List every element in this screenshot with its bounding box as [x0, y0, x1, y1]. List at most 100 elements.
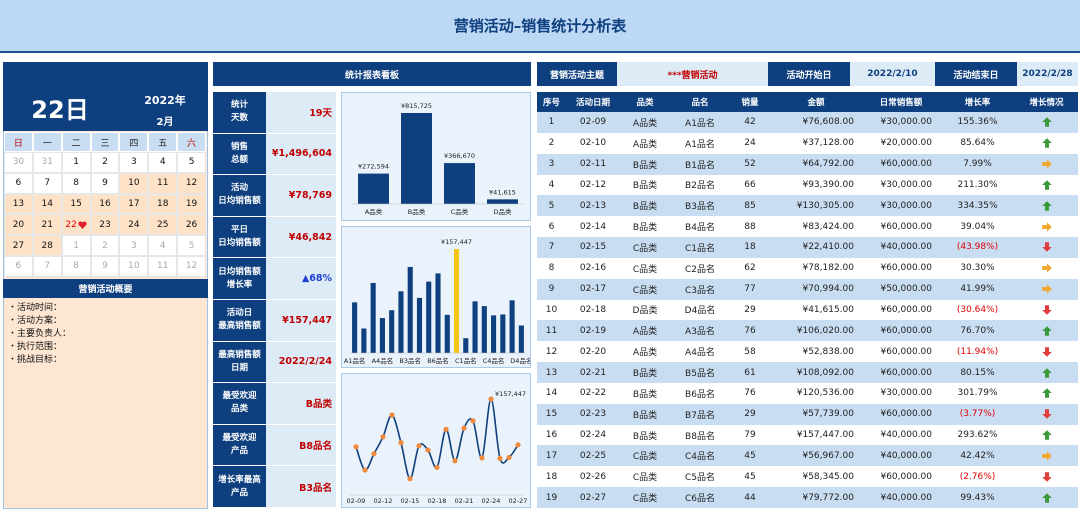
table-cell: C1品名	[670, 237, 730, 258]
bar	[487, 199, 518, 204]
table-cell: B5品名	[670, 362, 730, 383]
table-cell: ¥60,000.00	[862, 362, 940, 383]
table-cell: ¥56,967.00	[770, 445, 862, 467]
table-cell: B品类	[620, 362, 670, 383]
table-cell: ¥40,000.00	[862, 424, 940, 446]
table-cell: 9	[537, 278, 566, 300]
kpi-label-line: 品类	[230, 404, 248, 415]
table-cell: ¥106,020.00	[770, 320, 862, 342]
trend-arrow	[1041, 367, 1052, 378]
table-cell: 02-17	[566, 278, 620, 300]
table-cell	[1015, 132, 1078, 154]
x-tick-label: 02-12	[374, 497, 393, 505]
table-cell: 6	[537, 216, 566, 238]
table-cell: 02-09	[566, 112, 620, 133]
weekday: 日	[4, 132, 33, 152]
kpi-label: 最受欢迎 品类	[213, 383, 266, 425]
arrow	[1041, 305, 1052, 315]
point	[506, 454, 512, 461]
bar	[401, 113, 432, 204]
table-cell: ¥76,608.00	[770, 112, 862, 133]
arrow	[1041, 284, 1052, 294]
table-cell: 3	[537, 153, 566, 175]
kpi-value: ¥46,842	[266, 216, 336, 259]
table-cell: 7.99%	[940, 153, 1015, 175]
table-cell: 24	[730, 132, 770, 154]
calendar-day-cell: 3	[119, 235, 149, 256]
calendar-day-cell: 28	[32, 235, 62, 256]
info-label: 活动开始日	[768, 62, 850, 86]
table-cell	[1015, 299, 1078, 321]
arrow	[1041, 388, 1052, 399]
table-cell: ¥57,739.00	[770, 403, 862, 425]
x-tick-label: 02-15	[401, 497, 420, 505]
table-cell: 18	[537, 466, 566, 488]
x-tick-label: 02-27	[509, 497, 528, 505]
table-cell: ¥120,536.00	[770, 382, 862, 404]
table-cell	[1015, 320, 1078, 342]
table-cell	[1015, 257, 1078, 279]
arrow	[1041, 346, 1052, 357]
table-cell: ¥60,000.00	[862, 341, 940, 363]
table-cell: 02-20	[566, 341, 620, 363]
summary-item: ・挑战目标：	[8, 355, 63, 365]
kpi-label: 统计 天数	[213, 92, 266, 134]
table-cell	[1015, 466, 1078, 488]
calendar-day-cell: 21	[32, 214, 62, 236]
table-cell: ¥50,000.00	[862, 278, 940, 300]
bar	[407, 266, 413, 353]
table-cell: ¥40,000.00	[862, 445, 940, 467]
point	[452, 458, 458, 464]
table-cell: (3.77%)	[940, 403, 1015, 425]
table-header: 增长率	[940, 92, 1015, 112]
table-cell: 02-21	[566, 362, 620, 383]
arrow	[1041, 409, 1052, 419]
table-cell: ¥130,305.00	[770, 195, 862, 217]
arrow	[1041, 263, 1052, 274]
kpi-label-line: 日均销售额	[218, 196, 261, 207]
x-tick-label: C1品名	[455, 356, 477, 365]
value-label: ¥366,670	[444, 152, 475, 160]
kpi-label-line: 天数	[230, 113, 248, 124]
trend-arrow	[1041, 388, 1052, 399]
x-tick-label: C4品名	[483, 356, 505, 365]
bar	[509, 300, 515, 353]
info-label: 营销活动主题	[537, 62, 617, 86]
summary-item: ・主要负责人：	[8, 329, 72, 339]
kpi-label: 增长率最高 产品	[213, 466, 266, 508]
kpi-label-line: 日期	[230, 362, 248, 373]
table-cell: D品类	[620, 299, 670, 321]
arrow	[1041, 367, 1052, 378]
table-cell: B品类	[620, 216, 670, 238]
table-cell	[1015, 278, 1078, 300]
kpi-value: B品类	[266, 383, 336, 425]
table-cell: 12	[537, 341, 566, 363]
table-cell	[1015, 424, 1078, 446]
table-cell: A3品名	[670, 320, 730, 342]
point	[380, 434, 386, 440]
table-cell: 02-25	[566, 445, 620, 467]
table-cell: B品类	[620, 382, 670, 404]
table-cell: ¥78,182.00	[770, 257, 862, 279]
calendar-day-cell: 6	[4, 256, 33, 277]
kpi-label: 最高销售额 日期	[213, 341, 266, 384]
calendar-day-cell: 2	[90, 235, 120, 256]
calendar-day-cell: 5	[177, 152, 206, 173]
table-cell: 5	[537, 195, 566, 217]
weekday: 四	[119, 132, 149, 152]
table-cell: 42	[730, 112, 770, 133]
table-cell: 16	[537, 424, 566, 446]
kpi-value: 2022/2/24	[266, 341, 336, 384]
calendar-day-cell: 6	[4, 172, 33, 194]
table-cell: B2品名	[670, 174, 730, 196]
arrow	[1041, 138, 1052, 149]
bar	[481, 306, 487, 353]
table-cell: 10	[537, 299, 566, 321]
kpi-label-line: 活动	[230, 183, 248, 194]
table-cell: ¥60,000.00	[862, 320, 940, 342]
trend-arrow	[1041, 326, 1052, 336]
table-cell: ¥37,128.00	[770, 132, 862, 154]
table-cell: (43.98%)	[940, 237, 1015, 258]
table-cell	[1015, 237, 1078, 258]
table-cell: 02-10	[566, 132, 620, 154]
